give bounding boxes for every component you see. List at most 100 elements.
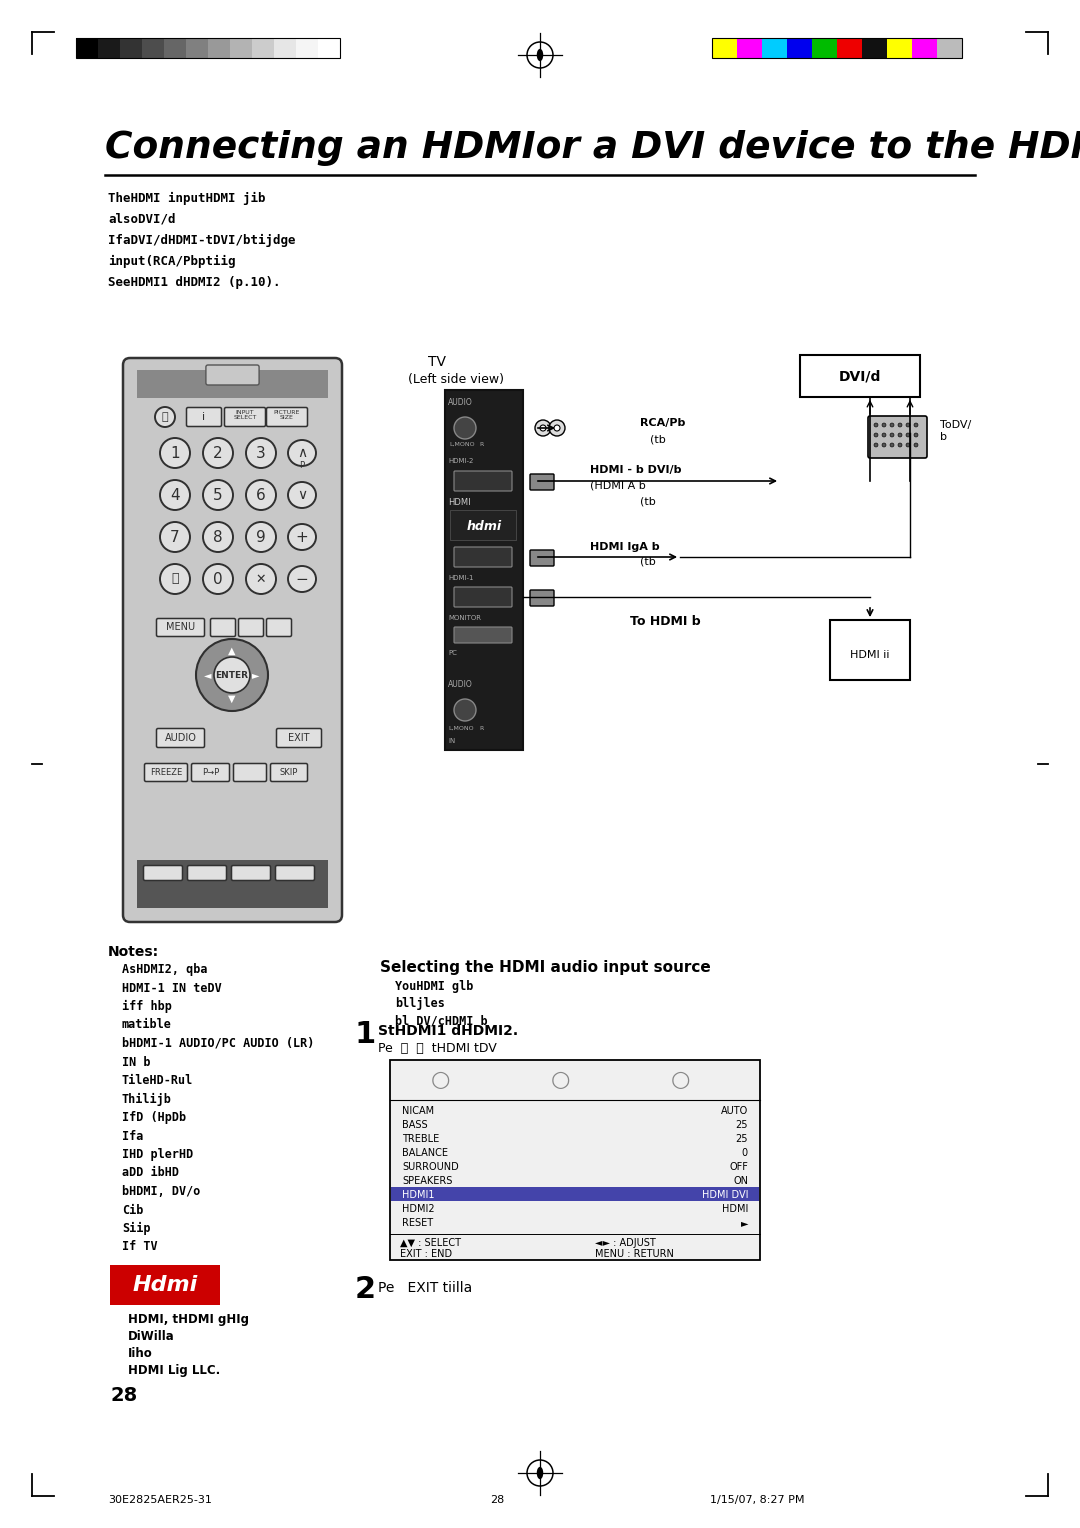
Circle shape [535,420,551,435]
Bar [450,510,516,539]
Text: (tb: (tb [650,434,665,445]
Text: ▲: ▲ [228,646,235,656]
FancyBboxPatch shape [225,408,266,426]
Text: IfD (HpDb: IfD (HpDb [122,1111,186,1125]
Text: Pe  ⓐ  ⓑ  tHDMI tDV: Pe ⓐ ⓑ tHDMI tDV [378,1042,497,1054]
Circle shape [890,443,894,448]
Bar [787,38,812,58]
Text: IN: IN [448,738,456,744]
Text: ○: ○ [551,1070,569,1089]
Ellipse shape [203,564,233,594]
Text: HDMI-2: HDMI-2 [448,458,473,465]
Text: Hdmi: Hdmi [133,1274,198,1296]
Circle shape [906,443,910,448]
Text: Notes:: Notes: [108,944,159,960]
Bar [862,38,887,58]
Text: To HDMI b: To HDMI b [630,614,701,628]
Text: 25: 25 [735,1120,748,1131]
Text: IfaDVI/dHDMI-tDVI/btijdge: IfaDVI/dHDMI-tDVI/btijdge [108,234,296,248]
Ellipse shape [288,524,316,550]
Text: IN b: IN b [122,1056,150,1068]
FancyBboxPatch shape [123,358,342,921]
Text: ToDV/: ToDV/ [940,420,971,429]
Text: AUTO: AUTO [720,1106,748,1115]
Bar [76,38,98,58]
FancyBboxPatch shape [233,764,267,781]
Text: ⏱: ⏱ [172,573,179,585]
Bar [762,38,787,58]
Text: HDMI - b DVI/b: HDMI - b DVI/b [590,465,681,475]
Circle shape [906,432,910,437]
Text: RESET: RESET [402,1218,433,1229]
Bar [737,38,762,58]
Text: HDMI DVI: HDMI DVI [702,1190,748,1199]
Text: iff hbp: iff hbp [122,999,172,1013]
Ellipse shape [246,480,276,510]
Bar [230,38,252,58]
Text: P: P [299,460,305,469]
Text: R: R [480,726,483,730]
FancyBboxPatch shape [145,764,188,781]
Text: MENU: MENU [166,622,195,633]
Text: ✕: ✕ [256,573,267,585]
Text: ▼: ▼ [228,694,235,704]
Text: (tb: (tb [640,497,656,507]
Text: alsoDVI/d: alsoDVI/d [108,212,175,226]
Text: HDMI-1 IN teDV: HDMI-1 IN teDV [122,981,221,995]
Ellipse shape [288,481,316,507]
Text: bHDMI-1 AUDIO/PC AUDIO (LR): bHDMI-1 AUDIO/PC AUDIO (LR) [122,1038,314,1050]
Text: StHDMI1 dHDMI2.: StHDMI1 dHDMI2. [378,1024,518,1038]
FancyBboxPatch shape [191,764,229,781]
Ellipse shape [246,564,276,594]
Text: i: i [202,413,205,422]
Ellipse shape [160,480,190,510]
FancyBboxPatch shape [157,619,204,637]
Text: If TV: If TV [122,1241,158,1253]
Text: bl DV/cHDMI b: bl DV/cHDMI b [395,1015,488,1027]
Bar [164,38,186,58]
Text: DVI/d: DVI/d [839,368,881,384]
Circle shape [195,639,268,711]
Ellipse shape [203,439,233,468]
Bar [837,38,862,58]
FancyBboxPatch shape [239,619,264,637]
Text: 1/15/07, 8:27 PM: 1/15/07, 8:27 PM [710,1494,805,1505]
Text: Iiho: Iiho [129,1348,152,1360]
Bar [390,1060,760,1261]
Text: ◄: ◄ [204,669,212,680]
Circle shape [549,420,565,435]
Bar [800,354,920,397]
Text: 2: 2 [355,1274,376,1303]
Bar [137,860,328,908]
FancyBboxPatch shape [206,365,259,385]
FancyBboxPatch shape [868,416,927,458]
Text: ○: ○ [671,1070,690,1089]
Circle shape [914,423,918,426]
Circle shape [897,432,902,437]
Ellipse shape [203,480,233,510]
Bar [141,38,164,58]
Circle shape [882,443,886,448]
Text: Ifa: Ifa [122,1129,144,1143]
FancyBboxPatch shape [454,587,512,607]
Ellipse shape [246,523,276,552]
Text: matible: matible [122,1019,172,1031]
FancyBboxPatch shape [231,865,270,880]
Text: MENU : RETURN: MENU : RETURN [595,1248,674,1259]
Text: 3: 3 [256,446,266,460]
Text: DiWilla: DiWilla [129,1329,175,1343]
Text: ON: ON [733,1177,748,1186]
Text: EXIT: EXIT [288,733,310,743]
Ellipse shape [537,1467,543,1479]
Text: (Left side view): (Left side view) [408,373,504,387]
FancyBboxPatch shape [144,865,183,880]
Text: BASS: BASS [402,1120,428,1131]
Ellipse shape [160,439,190,468]
FancyBboxPatch shape [267,408,308,426]
Circle shape [882,423,886,426]
Text: SKIP: SKIP [280,769,298,778]
Text: HDMI Lig LLC.: HDMI Lig LLC. [129,1365,220,1377]
Text: HDMI-1: HDMI-1 [448,575,473,581]
Text: AUDIO: AUDIO [448,680,473,689]
Circle shape [527,41,553,69]
